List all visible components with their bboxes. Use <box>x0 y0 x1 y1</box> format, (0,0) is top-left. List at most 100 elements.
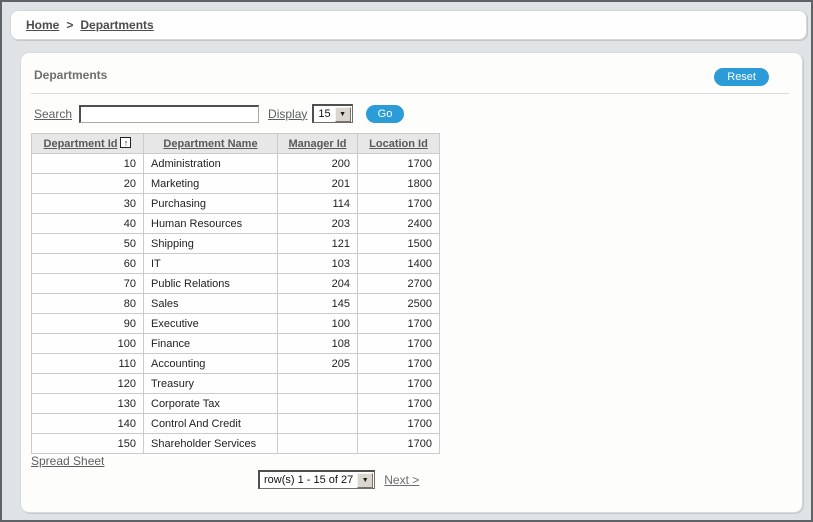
table-cell: Marketing <box>143 173 278 194</box>
table-row: 150 Shareholder Services 1700 <box>31 433 440 454</box>
departments-region: Departments Reset Search Display 15 ▼ Go… <box>20 52 803 513</box>
pagination: row(s) 1 - 15 of 27 ▼ Next > <box>258 470 419 489</box>
table-cell: 145 <box>277 293 358 314</box>
table-cell: 1700 <box>357 313 440 334</box>
table-cell: 103 <box>277 253 358 274</box>
display-label[interactable]: Display <box>268 106 308 121</box>
table-cell: Shipping <box>143 233 278 254</box>
table-cell: 1700 <box>357 393 440 414</box>
search-input[interactable] <box>79 104 260 123</box>
table-row: 80 Sales 145 2500 <box>31 293 440 314</box>
table-cell: 1700 <box>357 333 440 354</box>
table-row: 120 Treasury 1700 <box>31 373 440 394</box>
table-cell <box>277 413 358 434</box>
go-button[interactable]: Go <box>365 104 405 123</box>
table-cell: Treasury <box>143 373 278 394</box>
table-row: 90 Executive 100 1700 <box>31 313 440 334</box>
location-id-sort-link[interactable]: Location Id <box>369 137 428 150</box>
next-page-link[interactable]: Next > <box>384 472 420 487</box>
table-row: 40 Human Resources 203 2400 <box>31 213 440 234</box>
table-header-row: Department Id ↑ Department Name Manager I… <box>31 133 440 154</box>
breadcrumb-departments-link[interactable]: Departments <box>80 18 154 32</box>
table-cell: 1700 <box>357 373 440 394</box>
table-cell: 90 <box>31 313 144 334</box>
table-cell: Corporate Tax <box>143 393 278 414</box>
table-cell: Human Resources <box>143 213 278 234</box>
department-id-sort-link[interactable]: Department Id <box>43 138 118 150</box>
table-row: 20 Marketing 201 1800 <box>31 173 440 194</box>
table-row: 70 Public Relations 204 2700 <box>31 273 440 294</box>
table-cell: IT <box>143 253 278 274</box>
table-cell: 2500 <box>357 293 440 314</box>
table-cell: 60 <box>31 253 144 274</box>
table-cell: 1700 <box>357 153 440 174</box>
table-cell: 201 <box>277 173 358 194</box>
table-cell: 108 <box>277 333 358 354</box>
table-cell: 203 <box>277 213 358 234</box>
table-row: 30 Purchasing 114 1700 <box>31 193 440 214</box>
table-cell: 130 <box>31 393 144 414</box>
table-cell: 50 <box>31 233 144 254</box>
table-cell: 2400 <box>357 213 440 234</box>
display-select[interactable]: 15 ▼ <box>312 104 353 123</box>
table-cell: 205 <box>277 353 358 374</box>
table-row: 110 Accounting 205 1700 <box>31 353 440 374</box>
table-cell: Accounting <box>143 353 278 374</box>
table-cell: Executive <box>143 313 278 334</box>
table-row: 140 Control And Credit 1700 <box>31 413 440 434</box>
departments-table: Department Id ↑ Department Name Manager I… <box>31 133 440 454</box>
table-cell: 30 <box>31 193 144 214</box>
reset-button[interactable]: Reset <box>714 68 769 86</box>
table-cell: 1700 <box>357 413 440 434</box>
table-cell: Purchasing <box>143 193 278 214</box>
table-cell: 1700 <box>357 353 440 374</box>
chevron-down-icon[interactable]: ▼ <box>334 106 351 122</box>
table-row: 10 Administration 200 1700 <box>31 153 440 174</box>
table-row: 50 Shipping 121 1500 <box>31 233 440 254</box>
table-cell: 204 <box>277 273 358 294</box>
table-cell: 100 <box>277 313 358 334</box>
table-cell: 200 <box>277 153 358 174</box>
table-cell: 70 <box>31 273 144 294</box>
table-cell: Administration <box>143 153 278 174</box>
table-cell: Public Relations <box>143 273 278 294</box>
column-header-department-name: Department Name <box>143 133 278 154</box>
table-cell: 1700 <box>357 433 440 454</box>
table-cell: 10 <box>31 153 144 174</box>
table-cell <box>277 393 358 414</box>
table-cell: 114 <box>277 193 358 214</box>
display-select-value: 15 <box>318 108 331 120</box>
region-title: Departments <box>34 68 108 82</box>
table-cell: 1700 <box>357 193 440 214</box>
sort-ascending-icon[interactable]: ↑ <box>120 137 132 148</box>
table-cell: 40 <box>31 213 144 234</box>
table-cell: Shareholder Services <box>143 433 278 454</box>
department-name-sort-link[interactable]: Department Name <box>163 137 258 150</box>
table-cell: 20 <box>31 173 144 194</box>
table-cell: Finance <box>143 333 278 354</box>
table-cell <box>277 373 358 394</box>
table-cell: 120 <box>31 373 144 394</box>
breadcrumb: Home > Departments <box>10 10 807 40</box>
search-label[interactable]: Search <box>34 106 73 121</box>
search-toolbar: Search Display 15 ▼ Go <box>34 104 405 123</box>
spread-sheet-link[interactable]: Spread Sheet <box>31 454 105 468</box>
breadcrumb-separator: > <box>66 18 74 32</box>
table-row: 100 Finance 108 1700 <box>31 333 440 354</box>
title-divider <box>31 93 789 94</box>
pagination-select[interactable]: row(s) 1 - 15 of 27 ▼ <box>258 470 376 489</box>
chevron-down-icon[interactable]: ▼ <box>357 472 374 488</box>
table-cell <box>277 433 358 454</box>
breadcrumb-home-link[interactable]: Home <box>26 18 60 32</box>
table-row: 130 Corporate Tax 1700 <box>31 393 440 414</box>
table-cell: 100 <box>31 333 144 354</box>
pagination-select-value: row(s) 1 - 15 of 27 <box>264 474 354 486</box>
table-cell: 110 <box>31 353 144 374</box>
manager-id-sort-link[interactable]: Manager Id <box>288 137 347 150</box>
table-cell: Sales <box>143 293 278 314</box>
table-cell: 150 <box>31 433 144 454</box>
column-header-location-id: Location Id <box>357 133 440 154</box>
table-cell: Control And Credit <box>143 413 278 434</box>
column-header-department-id: Department Id ↑ <box>31 133 144 154</box>
